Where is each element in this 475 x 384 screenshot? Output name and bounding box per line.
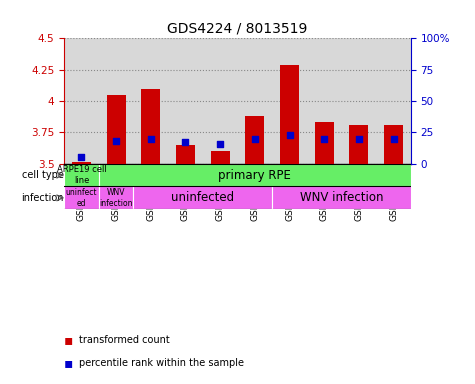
Bar [99,187,133,209]
Bar [168,187,203,209]
Bar [384,125,403,164]
Bar [133,38,168,164]
Bar [210,151,230,164]
Bar [272,187,307,209]
Bar [314,122,334,164]
Bar [272,187,411,209]
Point [390,136,397,142]
Text: uninfect
ed: uninfect ed [66,188,97,208]
Bar [307,38,342,164]
Bar [307,187,342,209]
Bar [376,38,411,164]
Point [217,141,224,147]
Bar [64,164,99,187]
Bar [245,116,265,164]
Bar [168,38,203,164]
Text: WNV infection: WNV infection [300,191,383,204]
Bar [133,187,168,209]
Point [78,154,86,161]
Point [113,138,120,144]
Bar [133,187,272,209]
Point [181,139,189,146]
Text: ARPE19 cell
line: ARPE19 cell line [57,166,106,185]
Bar [272,164,307,187]
Bar [203,38,238,164]
Text: cell type: cell type [21,170,64,180]
Text: uninfected: uninfected [171,191,234,204]
Bar [342,187,376,209]
Text: infection: infection [21,193,64,203]
Bar [99,187,133,209]
Bar [99,38,133,164]
Bar [64,187,99,209]
Point [147,136,155,142]
Bar [349,125,369,164]
Bar [280,65,299,164]
Text: ▪: ▪ [64,333,74,347]
Point [355,136,363,142]
Bar [64,187,99,209]
Bar [342,38,376,164]
Bar [64,38,99,164]
Bar [141,89,161,164]
Bar [168,164,203,187]
Bar [376,187,411,209]
Bar [238,187,272,209]
Text: GDS4224 / 8013519: GDS4224 / 8013519 [167,21,308,35]
Bar [176,145,195,164]
Bar [203,164,238,187]
Bar [307,164,342,187]
Bar [203,187,238,209]
Text: WNV
infection: WNV infection [99,188,133,208]
Bar [238,164,272,187]
Bar [272,38,307,164]
Text: percentile rank within the sample: percentile rank within the sample [79,358,244,368]
Text: primary RPE: primary RPE [218,169,291,182]
Bar [376,164,411,187]
Bar [64,164,99,187]
Bar [106,95,126,164]
Text: transformed count: transformed count [79,335,170,345]
Bar [99,164,133,187]
Bar [133,164,168,187]
Point [251,136,259,142]
Point [286,132,294,138]
Text: ▪: ▪ [64,356,74,370]
Bar [72,162,91,164]
Bar [342,164,376,187]
Point [320,136,328,142]
Bar [238,38,272,164]
